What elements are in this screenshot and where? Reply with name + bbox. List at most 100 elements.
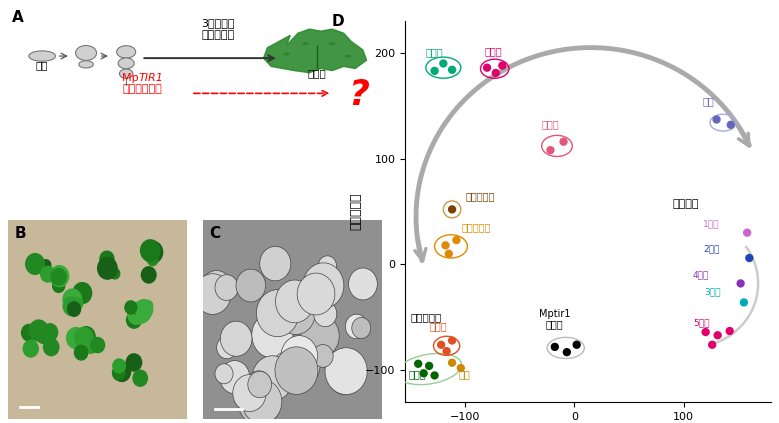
Text: 雄性生殖器: 雄性生殖器 [465, 191, 495, 201]
Polygon shape [263, 29, 367, 73]
Point [738, 299, 750, 306]
Circle shape [73, 283, 92, 303]
Point [455, 365, 467, 371]
Circle shape [66, 327, 86, 349]
Ellipse shape [76, 46, 97, 60]
Text: B: B [15, 226, 26, 241]
Circle shape [148, 255, 157, 266]
Point [710, 116, 723, 123]
Circle shape [143, 241, 163, 263]
Circle shape [352, 318, 371, 338]
Circle shape [63, 297, 80, 316]
Circle shape [41, 260, 51, 271]
Text: C: C [210, 226, 220, 241]
Point [706, 341, 718, 348]
Circle shape [75, 345, 88, 360]
Point [496, 62, 509, 69]
Circle shape [194, 274, 231, 314]
Circle shape [275, 347, 318, 394]
Text: 杯状体: 杯状体 [429, 321, 446, 331]
Circle shape [85, 340, 97, 353]
Circle shape [325, 348, 367, 395]
Circle shape [236, 269, 266, 302]
Circle shape [246, 371, 272, 399]
Point [437, 60, 449, 67]
Circle shape [220, 361, 249, 394]
Ellipse shape [29, 51, 55, 61]
Text: TIR1: TIR1 [139, 73, 164, 83]
Text: 幹細胞: 幹細胞 [541, 119, 559, 129]
Point [489, 70, 502, 77]
Circle shape [282, 344, 320, 387]
Circle shape [23, 341, 38, 357]
Text: 1日齢: 1日齢 [703, 220, 720, 228]
Point [548, 343, 561, 350]
Circle shape [312, 345, 333, 367]
Point [481, 64, 493, 71]
Text: 雌性生殖器: 雌性生殖器 [462, 222, 492, 233]
Circle shape [259, 246, 291, 281]
Circle shape [22, 324, 37, 341]
Text: 葉状体: 葉状体 [408, 370, 426, 380]
Text: Mp: Mp [122, 73, 143, 83]
Ellipse shape [283, 52, 290, 55]
Circle shape [238, 378, 281, 423]
Point [423, 363, 435, 369]
Circle shape [143, 300, 153, 311]
Text: 遺伝子を破壊: 遺伝子を破壊 [122, 84, 162, 94]
Text: 3日齢: 3日齢 [704, 287, 721, 296]
Ellipse shape [344, 55, 351, 58]
Circle shape [74, 341, 84, 352]
Text: 葉状体: 葉状体 [308, 68, 326, 78]
Text: 変異体: 変異体 [546, 319, 564, 329]
Circle shape [30, 320, 48, 341]
Circle shape [215, 364, 233, 384]
Circle shape [217, 336, 237, 359]
Point [439, 242, 452, 249]
Point [711, 332, 724, 338]
Circle shape [317, 271, 337, 293]
Circle shape [301, 315, 339, 357]
Point [724, 121, 737, 128]
Circle shape [44, 339, 59, 356]
Text: ?: ? [348, 78, 369, 113]
Circle shape [42, 324, 58, 341]
Circle shape [128, 305, 145, 324]
Circle shape [53, 279, 65, 292]
Ellipse shape [118, 58, 134, 69]
Circle shape [345, 314, 368, 339]
Text: 葉状体組織: 葉状体組織 [411, 313, 442, 322]
Circle shape [252, 356, 293, 401]
Text: 発芽胞子: 発芽胞子 [673, 199, 700, 209]
Circle shape [115, 363, 126, 375]
Point [428, 68, 441, 74]
Circle shape [110, 268, 120, 279]
Text: 形態の構築: 形態の構築 [201, 30, 234, 41]
Point [545, 147, 557, 154]
Text: 造精器: 造精器 [485, 46, 502, 56]
Circle shape [303, 263, 344, 308]
Circle shape [297, 273, 335, 315]
Point [561, 349, 573, 355]
Point [418, 370, 430, 376]
Circle shape [348, 268, 377, 300]
Circle shape [281, 335, 318, 376]
Text: 2日齢: 2日齢 [703, 245, 720, 254]
Point [442, 250, 455, 257]
Circle shape [248, 371, 272, 398]
Text: A: A [12, 11, 23, 25]
Text: 胞子体: 胞子体 [426, 47, 443, 57]
Circle shape [277, 292, 315, 335]
Circle shape [200, 271, 233, 306]
Circle shape [115, 363, 130, 380]
Text: 中肋: 中肋 [459, 370, 471, 380]
Circle shape [112, 366, 125, 380]
Circle shape [91, 338, 104, 353]
Circle shape [125, 301, 137, 314]
Ellipse shape [79, 61, 93, 68]
Circle shape [220, 321, 252, 356]
Point [735, 280, 747, 287]
Circle shape [314, 301, 337, 327]
Circle shape [126, 354, 142, 371]
Circle shape [100, 251, 114, 267]
